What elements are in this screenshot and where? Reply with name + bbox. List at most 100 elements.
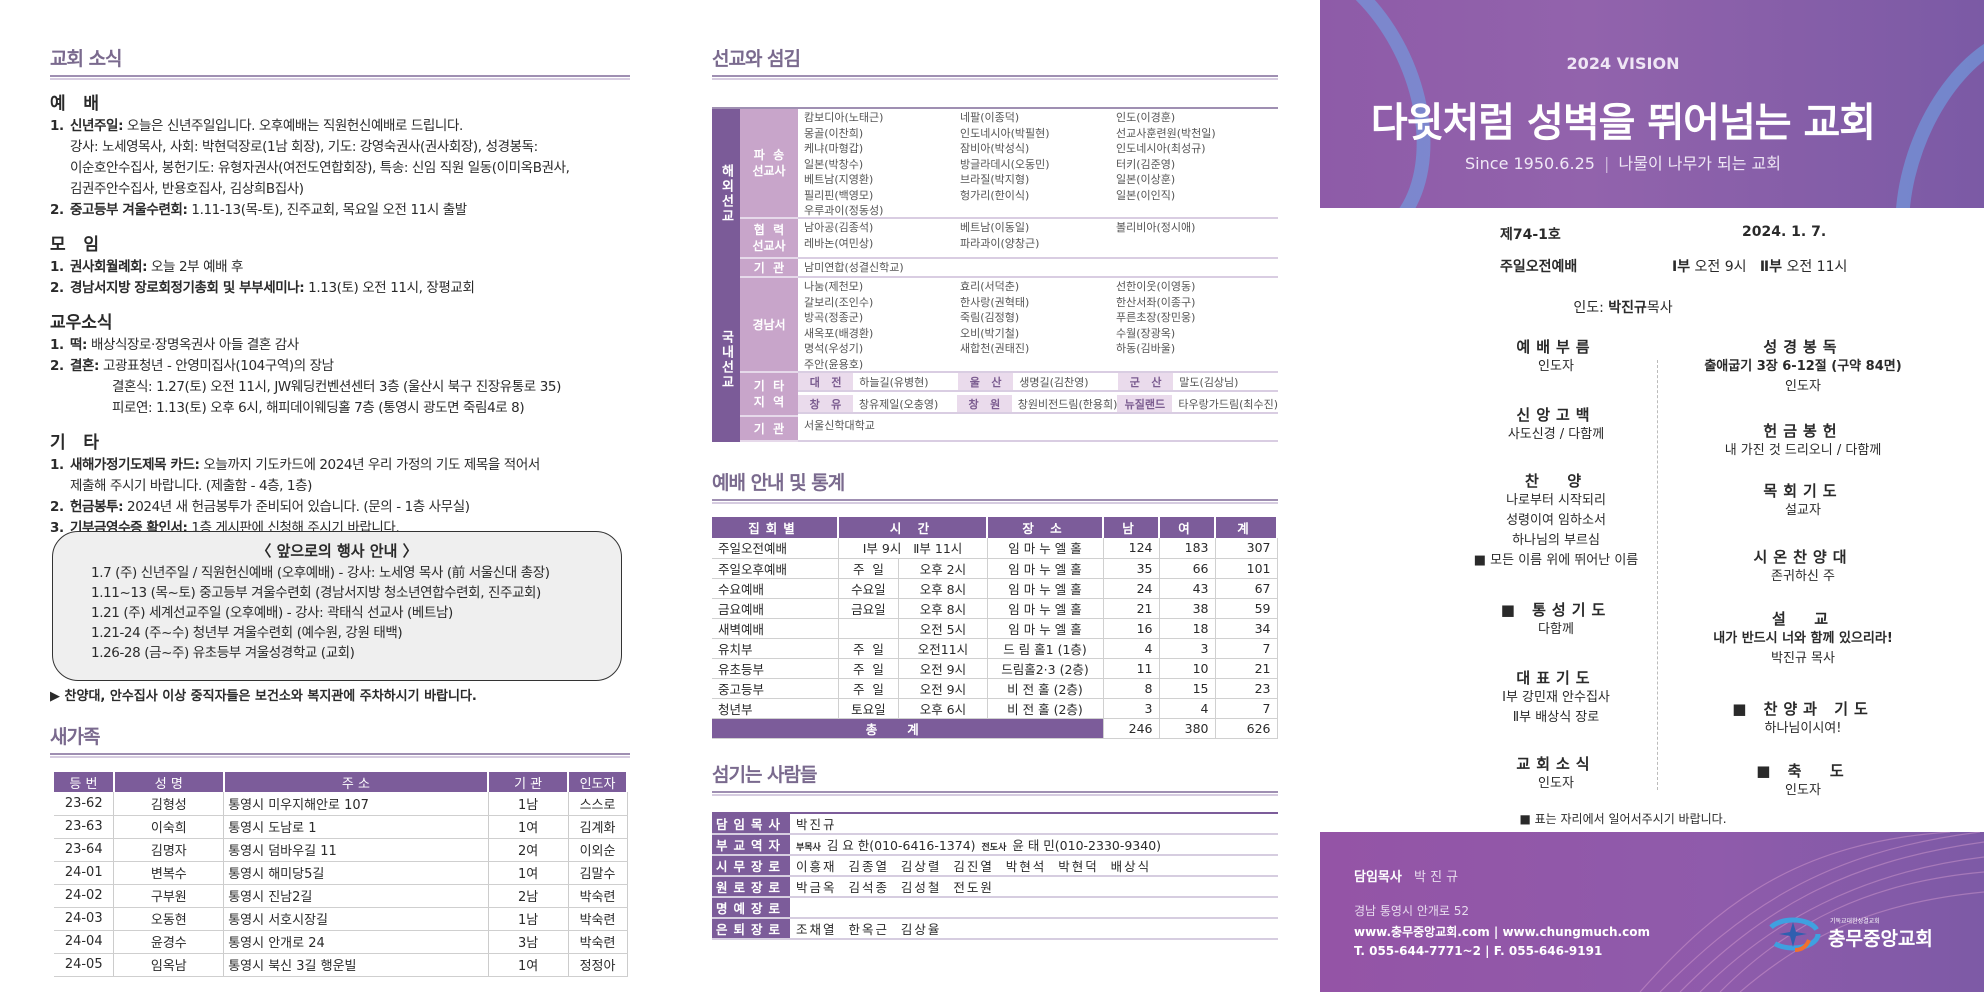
- order-title: ■ 통성기도: [1500, 601, 1612, 619]
- table-row: 24-04 윤경수 통영시 안개로 24 3남 박숙련: [54, 930, 628, 954]
- order-title: ■ 찬양과 기도: [1732, 700, 1874, 718]
- region-row: 대 전 하늘길(유병현) 울 산 생명길(김찬영) 군 산 말도(김상님): [798, 373, 1278, 392]
- mission-column: 남아공(김종석) 레바논(여민상): [804, 220, 960, 256]
- mission-entry: 한사랑(권혁태): [960, 295, 1030, 309]
- event-item: 1.11~13 (목~토) 중고등부 겨울수련회 (경남서지방 청소년연합수련회…: [91, 585, 541, 601]
- pastor-label: 담임목사: [1354, 870, 1402, 885]
- total-count: 101: [1215, 558, 1278, 579]
- group: 1여: [488, 815, 569, 839]
- worship-order-item: ■ 통성기도 다함께: [1501, 599, 1612, 640]
- item-label: 떡:: [70, 337, 88, 353]
- news-item: 2. 경남서지방 장로회정기총회 및 부부세미나: 1.13(토) 오전 11시,…: [50, 278, 630, 299]
- worship-order-item: ■ 축 도 인도자: [1756, 760, 1849, 801]
- vision-banner: 2024 VISION 다윗처럼 성벽을 뛰어넘는 교회 Since 1950.…: [1320, 0, 1984, 208]
- meeting-name: 중고등부: [712, 678, 839, 699]
- mission-entry: 새옥포(배경환): [804, 326, 874, 340]
- female-count: 18: [1159, 618, 1216, 639]
- mission-entry: 나눔(제천모): [804, 280, 864, 293]
- mission-column: 서울신학대학교: [804, 418, 964, 439]
- church-name: 생명길(김찬영): [1019, 376, 1089, 389]
- table-row: 주일오후예배 주 일 오후 2시 임 마 누 엘 홀 35 66 101: [712, 558, 1278, 579]
- item-number: 1.: [50, 259, 64, 275]
- church-website[interactable]: www.충무중앙교회.com | www.chungmuch.com: [1354, 925, 1650, 939]
- mission-category-label: 협 력 선교사: [740, 219, 798, 259]
- upcoming-events-box: 〈 앞으로의 행사 안내 〉 1.7 (주) 신년주일 / 직원헌신예배 (오후…: [52, 531, 622, 681]
- guide: 이외순: [568, 838, 628, 862]
- mission-column: 인도(이경훈) 선교사훈련원(박천일) 인도네시아(최성규) 터키(김준영) 일본(이상…: [1116, 110, 1272, 216]
- total-count: 23: [1215, 678, 1278, 699]
- since-line: Since 1950.6.25 | 나물이 나무가 되는 교회: [1465, 150, 1781, 174]
- mission-category-label: 경남서: [740, 278, 798, 373]
- events-title: 〈 앞으로의 행사 안내 〉: [256, 542, 418, 560]
- worship-order-item: 성경봉독 출애굽기 3장 6-12절 (구약 84면) 인도자: [1704, 336, 1901, 397]
- mission-entry: 남아공(김종석): [804, 221, 874, 234]
- mission-column: 효리(서덕춘) 한사랑(권혁태) 죽림(김정형) 오비(박기철) 새합천(권태진): [960, 279, 1116, 370]
- mission-category-label: 기 관: [740, 259, 798, 278]
- region-name: 뉴질랜드: [1117, 395, 1173, 412]
- time1: 오전 9시: [1694, 259, 1747, 275]
- servant-names: 조채열 한옥근 김상율: [790, 918, 1278, 940]
- meeting-day: 금요일: [838, 598, 900, 619]
- order-title: 교회소식: [1516, 755, 1596, 773]
- church-address: 경남 통영시 안개로 52: [1354, 904, 1470, 918]
- item-text: 배상식장로·장명옥권사 아들 결혼 감사: [90, 337, 299, 353]
- item-label: 결혼:: [70, 358, 100, 374]
- name: 변복수: [113, 861, 225, 885]
- order-detail: 인도자: [1538, 776, 1574, 791]
- since-date: Since 1950.6.25: [1465, 154, 1595, 173]
- church-name-logo: 충무중앙교회: [1828, 928, 1933, 950]
- table-row: 23-62 김형성 통영시 미우지해안로 107 1남 스스로: [54, 792, 628, 816]
- address: 통영시 미우지해안로 107: [223, 792, 489, 816]
- news-item: 1. 떡: 배상식장로·장명옥권사 아들 결혼 감사: [50, 335, 630, 356]
- mission-column: 나눔(제천모) 갈보리(조인수) 방곡(정종군) 새옥포(배경환) 명석(우성기) 주안(…: [804, 279, 960, 371]
- church-news-column: 교회 소식 예 배 1. 신년주일: 오늘은 신년주일입니다. 오후예배는 직원헌신…: [50, 44, 630, 539]
- category-label-line: 경남서: [752, 317, 786, 332]
- mission-entry: 남미연합(성결신학교): [804, 261, 904, 274]
- mission-entry: 오비(박기철): [960, 326, 1020, 340]
- leader-title: 목사: [1646, 300, 1673, 316]
- female-count: 183: [1159, 538, 1216, 559]
- mission-column: 선한이웃(이영동) 한산서좌(이종구) 푸른초장(장민웅) 수월(장광옥) 하동(김바울…: [1116, 279, 1272, 370]
- vision-slogan: 다윗처럼 성벽을 뛰어넘는 교회: [1370, 100, 1876, 146]
- church-name: 창원비전드림(한용희): [1017, 398, 1118, 411]
- issue-number: 제74-1호: [1500, 227, 1561, 243]
- reg-number: 24-03: [54, 907, 115, 931]
- news-sections: 예 배 1. 신년주일: 오늘은 신년주일입니다. 오후예배는 직원헌신예배로 드립…: [50, 89, 630, 539]
- group: 1남: [488, 907, 569, 931]
- meeting-place: 임 마 누 엘 홀: [987, 618, 1104, 639]
- divider: [50, 75, 630, 80]
- mission-section-label: 해외선교: [712, 109, 740, 278]
- meeting-time: 오전 9시: [898, 658, 988, 679]
- reg-number: 23-62: [54, 792, 115, 816]
- male-count: 8: [1103, 678, 1160, 699]
- guide: 정정아: [568, 953, 628, 977]
- group: 1남: [488, 792, 569, 816]
- meeting-name: 주일오전예배: [712, 538, 839, 559]
- leader-label: 인도:: [1573, 300, 1604, 316]
- mission-entry: 몽골(이찬희): [804, 126, 864, 140]
- guide: 스스로: [568, 792, 628, 816]
- service-name: 주일오전예배: [1500, 259, 1578, 275]
- church-name: 타우랑가드림(최수진): [1178, 398, 1279, 411]
- mission-entry: 한산서좌(이종구): [1116, 295, 1196, 309]
- item-number: 2.: [50, 280, 64, 296]
- item-text: 1.11-13(목-토), 진주교회, 목요일 오전 11시 출발: [191, 202, 467, 218]
- order-detail: 박진규 목사: [1771, 651, 1835, 666]
- item-detail: 피로연: 1.13(토) 오후 6시, 해피데이웨딩홀 7층 (통영시 광도면 …: [112, 400, 525, 416]
- servant-row: 시무장로 이흥재 김종열 김상렬 김진열 박현석 박현덕 배상식: [712, 855, 1278, 877]
- order-title: 신앙고백: [1516, 406, 1596, 424]
- order-detail: 인도자: [1785, 379, 1821, 394]
- male-count: 21: [1103, 598, 1160, 619]
- worship-order-item: 찬 양 나로부터 시작되리 성령이여 임하소서 하나님의 부르심 ■ 모든 이름 위에 …: [1474, 470, 1639, 571]
- section-heading: 기 타: [50, 433, 100, 453]
- item-number: 1.: [50, 118, 64, 134]
- item-label: 헌금봉투:: [70, 499, 124, 515]
- item-label: 중고등부 겨울수련회:: [70, 202, 188, 218]
- meeting-name: 금요예배: [712, 598, 839, 619]
- item-label: 신년주일:: [70, 118, 124, 134]
- region-name: 창 원: [956, 395, 1012, 412]
- total-count: 307: [1215, 538, 1278, 559]
- region-name: 군 산: [1118, 373, 1174, 390]
- order-title: 목회기도: [1763, 482, 1843, 500]
